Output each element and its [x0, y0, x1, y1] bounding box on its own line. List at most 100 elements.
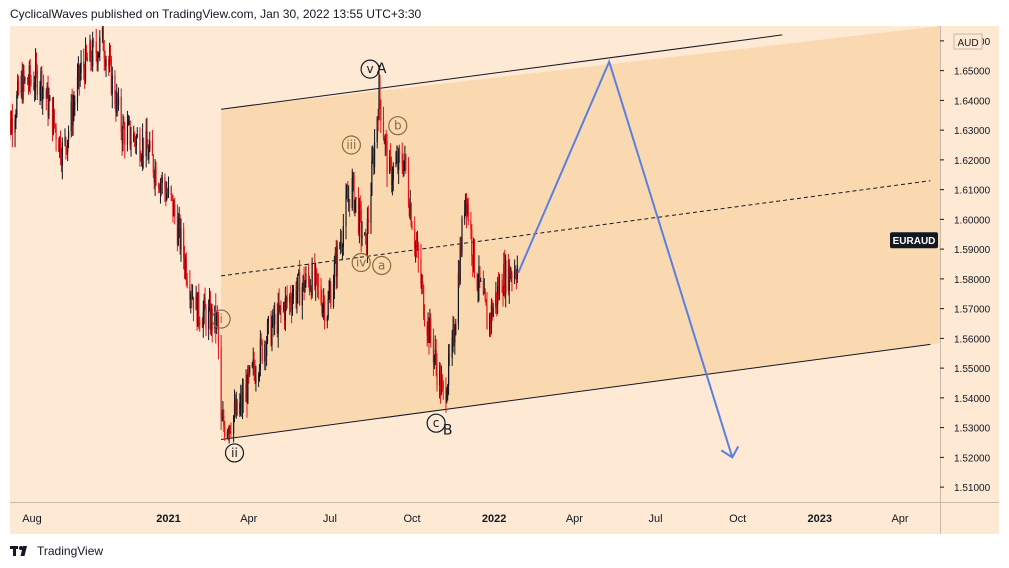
candle-body — [364, 232, 366, 236]
candle-body — [185, 259, 187, 281]
candle-body — [86, 57, 88, 62]
candle-body — [23, 70, 25, 81]
candle-body — [159, 182, 162, 192]
candle-body — [174, 204, 176, 217]
candle-body — [259, 338, 261, 369]
candle-body — [365, 232, 367, 234]
candle-body — [199, 320, 201, 325]
candle-body — [422, 282, 424, 287]
wave-label-circle — [341, 135, 361, 155]
candle-body — [265, 344, 267, 357]
candle-body — [89, 42, 91, 62]
candle-body — [248, 369, 250, 374]
candle-body — [71, 101, 73, 126]
candle-body — [209, 301, 212, 331]
candle-body — [47, 86, 49, 116]
candle-body — [272, 311, 274, 326]
candle-body — [401, 154, 403, 167]
y-tick-label: 1.63000 — [954, 126, 991, 137]
footer-branding: TradingView — [10, 542, 103, 560]
candle-body — [441, 379, 443, 383]
y-tick-label: 1.55000 — [954, 364, 991, 375]
candle-body — [323, 301, 325, 306]
candle-body — [414, 243, 417, 249]
x-tick-label: Apr — [891, 513, 908, 525]
wave-label-text: b — [394, 119, 402, 133]
candle-body — [10, 120, 12, 133]
candle-body — [166, 194, 169, 196]
wave-label-circle — [426, 413, 446, 433]
candle-body — [486, 305, 488, 330]
candles — [10, 26, 518, 444]
candle-body — [190, 294, 192, 300]
candle-body — [40, 71, 42, 87]
candle-body — [390, 160, 393, 185]
wave-label-iii[interactable]: iii — [341, 135, 361, 155]
channel-upper-line[interactable] — [221, 34, 783, 110]
candle-body — [429, 318, 431, 344]
candle-body — [470, 221, 472, 230]
candle-body — [141, 157, 143, 161]
candle-body — [490, 304, 493, 324]
candle-body — [382, 120, 385, 139]
candle-body — [197, 292, 199, 327]
candle-body — [153, 173, 155, 182]
candle-body — [191, 294, 193, 299]
wave-label-c[interactable]: c — [426, 413, 446, 433]
y-tick-label: 1.57000 — [954, 305, 991, 316]
candle-body — [279, 305, 281, 310]
candle-body — [317, 284, 319, 286]
candle-body — [453, 326, 455, 343]
candle-body — [411, 225, 413, 230]
wave-label-ii[interactable]: ii — [224, 443, 245, 463]
candle-body — [373, 142, 376, 168]
candle-body — [66, 146, 68, 153]
candle-body — [28, 65, 30, 86]
channel-mid-line[interactable] — [221, 180, 931, 277]
projection-arrowhead — [720, 445, 740, 459]
candle-body — [339, 245, 341, 247]
candle-body — [476, 275, 478, 289]
candle-body — [274, 314, 276, 325]
candle-body — [329, 290, 331, 295]
candle-body — [296, 291, 298, 303]
candle-body — [109, 56, 111, 67]
chart-panel[interactable]: iiiiiiivabvAcB1.660001.650001.640001.630… — [10, 26, 999, 534]
candle-body — [282, 306, 285, 311]
channel-fill — [221, 26, 940, 440]
candle-body — [11, 117, 13, 133]
channel-lower-line[interactable] — [221, 343, 931, 441]
wave-label-B[interactable]: B — [443, 423, 453, 439]
candle-body — [14, 120, 16, 133]
candle-body — [189, 284, 191, 300]
wave-label-i[interactable]: i — [211, 309, 231, 329]
candle-body — [39, 86, 41, 95]
candle-body — [515, 276, 518, 280]
candle-body — [224, 426, 226, 438]
candle-body — [103, 50, 105, 59]
candle-body — [251, 363, 253, 367]
candle-body — [245, 383, 247, 403]
symbol-badge[interactable]: EURAUD — [890, 232, 938, 249]
candle-body — [114, 75, 116, 105]
wave-label-v[interactable]: v — [360, 59, 380, 79]
candle-body — [60, 158, 63, 166]
candle-body — [183, 257, 186, 271]
candle-body — [172, 195, 174, 217]
chart-svg[interactable]: iiiiiiivabvAcB1.660001.650001.640001.630… — [10, 26, 999, 534]
wave-label-b[interactable]: b — [388, 116, 408, 136]
wave-label-A[interactable]: A — [377, 61, 387, 77]
candle-body — [373, 156, 375, 168]
wave-label-iv[interactable]: iv — [351, 252, 371, 273]
wave-label-a[interactable]: a — [372, 255, 392, 276]
candle-body — [104, 58, 106, 67]
candle-body — [489, 315, 492, 324]
candle-body — [227, 431, 229, 434]
projection-path[interactable] — [517, 58, 734, 458]
wave-label-text: i — [219, 312, 222, 326]
candle-body — [376, 117, 378, 143]
candle-body — [397, 157, 399, 171]
candle-body — [246, 383, 248, 404]
candle-body — [360, 210, 362, 238]
candle-body — [84, 69, 86, 82]
